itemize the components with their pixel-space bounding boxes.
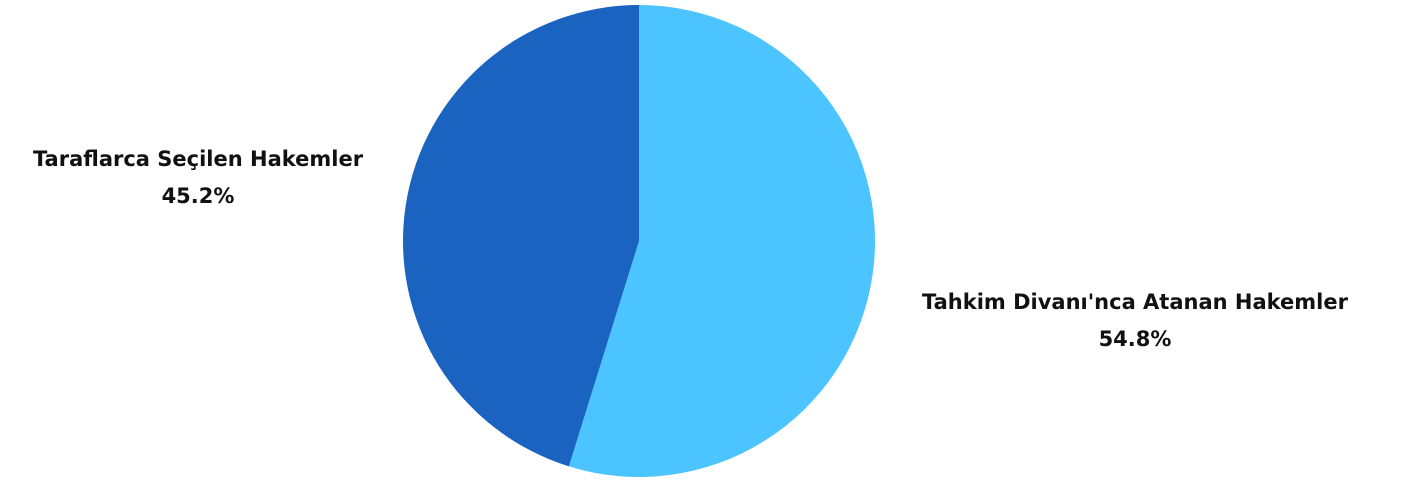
pie-slices xyxy=(402,4,875,478)
slice-label-percent: 54.8% xyxy=(1099,327,1172,351)
slice-label-name: Taraflarca Seçilen Hakemler xyxy=(33,147,364,171)
slice-label-name: Tahkim Divanı'nca Atanan Hakemler xyxy=(922,290,1349,314)
slice-label-percent: 45.2% xyxy=(162,184,235,208)
pie-slice-2 xyxy=(402,4,639,467)
pie-slice-1 xyxy=(568,5,875,478)
slice-labels: Tahkim Divanı'nca Atanan Hakemler 54.8% … xyxy=(33,147,1349,351)
